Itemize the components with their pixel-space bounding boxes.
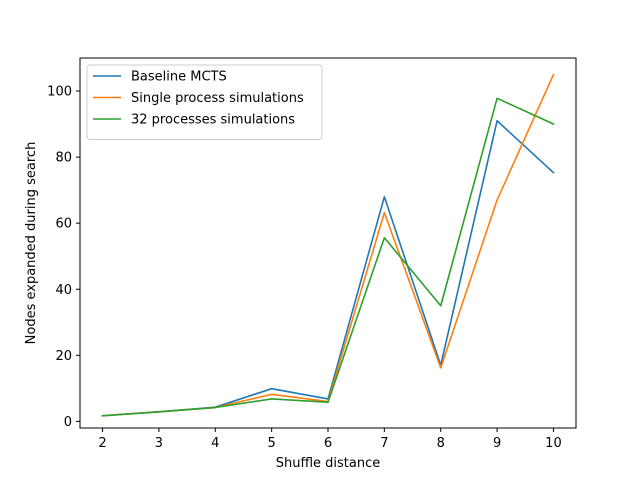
legend-label: Baseline MCTS (131, 70, 227, 85)
legend: Baseline MCTS Single process simulations 3… (86, 64, 323, 140)
x-tick-label: 8 (437, 436, 445, 451)
y-tick-label: 40 (55, 283, 72, 298)
y-tick-label: 80 (55, 151, 72, 166)
legend-label: Single process simulations (131, 91, 304, 106)
series-line-2 (101, 97, 555, 417)
x-tick-label: 7 (380, 436, 388, 451)
series-layer (101, 73, 555, 417)
x-tick-label: 3 (155, 436, 163, 451)
x-tick-label: 5 (267, 436, 275, 451)
x-tick-label: 6 (324, 436, 332, 451)
x-tick-label: 2 (98, 436, 106, 451)
x-axis-ticks: 2 3 4 5 6 7 8 9 10 (98, 428, 562, 451)
y-axis-ticks: 0 20 40 60 80 100 (47, 85, 80, 430)
x-tick-label: 4 (211, 436, 219, 451)
y-tick-label: 100 (47, 85, 72, 100)
y-axis-label: Nodes expanded during search (24, 142, 39, 345)
y-tick-label: 20 (55, 349, 72, 364)
legend-box (86, 64, 323, 140)
x-tick-label: 10 (545, 436, 562, 451)
x-axis-label: Shuffle distance (276, 456, 381, 471)
y-tick-label: 0 (64, 415, 72, 430)
x-tick-label: 9 (493, 436, 501, 451)
legend-label: 32 processes simulations (131, 113, 295, 128)
y-tick-label: 60 (55, 217, 72, 232)
